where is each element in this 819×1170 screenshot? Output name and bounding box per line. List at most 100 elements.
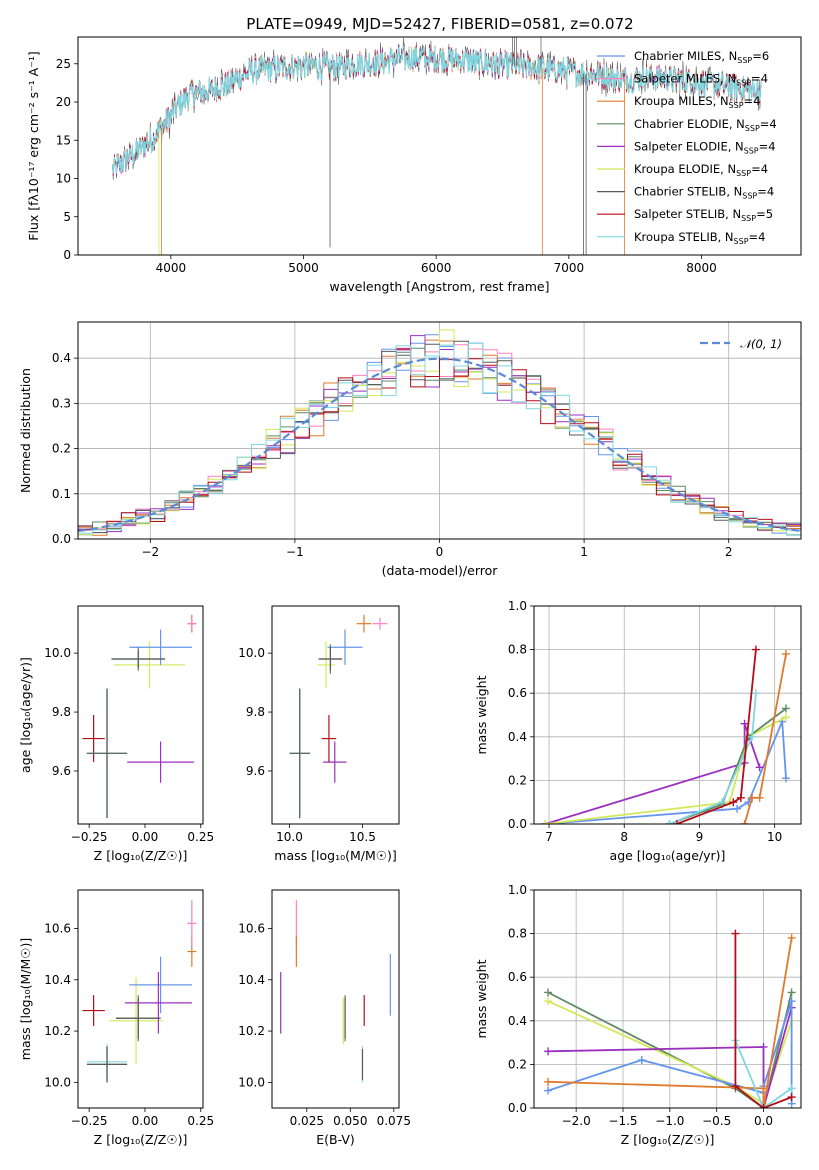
legend-sub: SSP (737, 56, 752, 65)
spectrum-xtick-label: 4000 (156, 261, 187, 275)
legend-val: =5 (756, 207, 773, 221)
legend-val: =4 (757, 185, 774, 199)
legend-name: Chabrier ELODIE, N (634, 117, 745, 131)
mass-weight-vs-age-ytick-label: 0.2 (508, 773, 527, 787)
mass-vs-Z-xlabel: Z [log₁₀(Z/Z☉)] (94, 1132, 188, 1147)
legend-sub: SSP (729, 101, 744, 110)
weight-marker (781, 704, 790, 713)
mass-vs-Z-frame (77, 889, 204, 1109)
mass-weight-vs-Z-xtick-label: 0.0 (754, 1114, 773, 1128)
spectrum-ytick-label: 25 (56, 57, 71, 71)
spectrum-line-8 (112, 44, 762, 174)
mass-vs-Z-ytick-label: 10.4 (44, 973, 71, 987)
legend-label: Chabrier MILES, NSSP=6 (634, 49, 769, 65)
spectrum-xtick-label: 7000 (554, 261, 585, 275)
mass-vs-Z-xtick-label: −0.25 (71, 1114, 108, 1128)
histogram-7 (78, 348, 801, 539)
mass-vs-ebv-ytick-label: 10.2 (238, 1024, 265, 1038)
weight-marker (787, 1093, 796, 1102)
legend-label: Salpeter STELIB, NSSP=5 (634, 207, 773, 223)
legend-label: Salpeter MILES, NSSP=4 (634, 72, 768, 88)
spectrum-ytick-label: 15 (56, 133, 71, 147)
spectrum-ytick-label: 5 (63, 210, 71, 224)
age-vs-Z-xtick-label: 0.25 (187, 830, 214, 844)
gaussian-curve (78, 357, 801, 533)
legend-sub: SSP (734, 237, 749, 246)
spectrum-ytick-label: 0 (63, 248, 71, 262)
weight-marker (787, 1084, 796, 1093)
mass-weight-vs-Z-grid (534, 889, 801, 1109)
mass-weight-vs-Z-frame (533, 889, 802, 1109)
weight-marker (733, 804, 742, 813)
legend-name: Salpeter ELODIE, N (634, 139, 744, 153)
spectrum-xtick-label: 8000 (686, 261, 717, 275)
mass-vs-ebv-plot (280, 900, 391, 1083)
residuals-ytick-label: 0.4 (52, 351, 71, 365)
weight-marker (729, 798, 738, 807)
legend-sub: SSP (736, 169, 751, 178)
mass-weight-vs-age-xlabel: age [log₁₀(age/yr)] (610, 848, 726, 863)
weight-marker (544, 997, 553, 1006)
weight-marker (759, 1084, 768, 1093)
weight-marker (736, 793, 745, 802)
weight-marker (544, 1077, 553, 1086)
age-vs-Z-panel: −0.25 0.00 0.25 9.6 9.8 10.0 Z [log₁₀(Z/Z☉)] ag… (18, 605, 214, 863)
weight-line (545, 716, 787, 824)
mass-weight-vs-age-ytick-label: 0.8 (508, 643, 527, 657)
weight-marker (718, 798, 727, 807)
mass-vs-ebv-xtick-label: 0.050 (333, 1114, 367, 1128)
legend-val: =4 (744, 94, 761, 108)
weight-marker (544, 988, 553, 997)
legend-val: =4 (760, 117, 777, 131)
mass-vs-Z-xtick-label: 0.00 (132, 1114, 159, 1128)
weight-marker (787, 997, 796, 1006)
mass-weight-vs-Z-xtick-label: −2.0 (562, 1114, 591, 1128)
age-vs-Z-ytick-label: 9.6 (52, 764, 71, 778)
age-vs-Z-xtick-label: −0.25 (71, 830, 108, 844)
legend-sub: SSP (741, 214, 756, 223)
mass-weight-vs-age-ytick-label: 0.6 (508, 686, 527, 700)
weight-marker (637, 1056, 646, 1065)
weight-line (547, 1000, 793, 1105)
mass-vs-Z-ytick-label: 10.2 (44, 1024, 71, 1038)
residual-legend: 𝒩(0, 1) (700, 337, 782, 351)
legend-label: Salpeter ELODIE, NSSP=4 (634, 139, 776, 155)
age-vs-mass-plot (289, 614, 388, 819)
residuals-ytick-label: 0.1 (52, 487, 71, 501)
age-vs-Z-ylabel: age [log₁₀(age/yr)] (18, 657, 33, 773)
legend-val: =4 (751, 162, 768, 176)
legend-label: Kroupa MILES, NSSP=4 (634, 94, 760, 110)
weight-marker (544, 1047, 553, 1056)
age-vs-Z-ytick-label: 9.8 (52, 705, 71, 719)
age-vs-mass-xtick-label: 10.0 (276, 830, 303, 844)
mass-weight-vs-Z-xtick-label: −1.0 (655, 1114, 684, 1128)
age-vs-mass-xlabel: mass [log₁₀(M/M☉)] (274, 848, 396, 863)
age-vs-mass-ytick-label: 9.6 (246, 764, 265, 778)
spectrum-xlabel: wavelength [Angstrom, rest frame] (329, 279, 549, 294)
mass-weight-vs-Z-ytick-label: 0.4 (508, 1014, 527, 1028)
residuals-plot (78, 329, 801, 539)
weight-marker (544, 1086, 553, 1095)
residuals-frame (77, 321, 802, 540)
legend-val: =4 (749, 230, 766, 244)
mass-vs-ebv-panel: 0.025 0.050 0.075 10.0 10.2 10.4 10.6 E(B-V) (238, 889, 411, 1147)
legend-label: Chabrier STELIB, NSSP=4 (634, 185, 774, 201)
residuals-ytick-label: 0.3 (52, 396, 71, 410)
histogram-8 (78, 342, 801, 539)
weight-marker (751, 645, 760, 654)
legend-label: Chabrier ELODIE, NSSP=4 (634, 117, 777, 133)
weight-line (734, 933, 792, 1108)
mass-vs-Z-ytick-label: 10.6 (44, 921, 71, 935)
mass-weight-vs-age-xtick-label: 9 (696, 830, 704, 844)
legend-name: Salpeter MILES, N (634, 72, 736, 86)
legend-sub: SSP (745, 124, 760, 133)
mass-weight-vs-Z-ytick-label: 1.0 (508, 883, 527, 897)
residuals-xtick-label: 2 (725, 545, 733, 559)
mass-weight-vs-age-xtick-label: 10 (767, 830, 782, 844)
residuals-xlabel: (data-model)/error (382, 563, 499, 578)
mass-weight-vs-age-ytick-label: 1.0 (508, 599, 527, 613)
weight-marker (731, 929, 740, 938)
legend-name: Chabrier STELIB, N (634, 185, 742, 199)
weight-marker (672, 820, 681, 824)
